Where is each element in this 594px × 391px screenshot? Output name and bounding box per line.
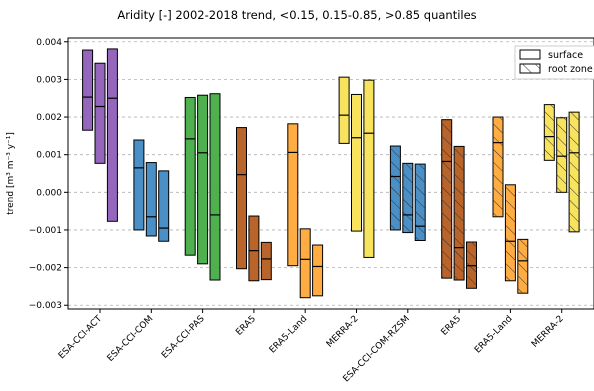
legend-label-root-zone: root zone	[548, 64, 593, 75]
x-tick-label: ESA-CCI-COM	[106, 314, 156, 364]
box	[312, 244, 324, 297]
box	[145, 162, 157, 237]
box	[197, 94, 209, 265]
box	[133, 139, 145, 231]
y-tick-label: 0.003	[36, 75, 62, 85]
box	[158, 170, 170, 242]
box	[209, 93, 221, 281]
box-layer	[82, 48, 580, 299]
y-tick-label: 0.000	[36, 188, 62, 198]
x-tick-label: ERA5-Land	[473, 314, 514, 355]
y-axis: −0.003 −0.002 −0.001 0.000 0.001 0.002 0.003 0.…	[29, 38, 68, 311]
legend-swatch-root-zone	[519, 63, 541, 74]
y-tick-label: −0.001	[29, 226, 62, 236]
box	[351, 93, 362, 232]
box-hatch	[517, 239, 528, 294]
x-tick-label: ESA-CCI-ACT	[57, 314, 105, 362]
chart-title: Aridity [-] 2002-2018 trend, <0.15, 0.15…	[117, 8, 477, 22]
y-tick-label: 0.002	[36, 113, 62, 123]
legend: surface root zone	[514, 45, 594, 80]
box-hatch	[569, 112, 580, 232]
x-tick-label: ERA5	[234, 314, 258, 338]
box	[338, 76, 350, 144]
y-tick-label: −0.003	[29, 301, 62, 311]
box-hatch	[390, 146, 401, 230]
x-tick-label: ERA5	[440, 314, 464, 338]
box-hatch	[441, 119, 452, 279]
box	[363, 79, 375, 258]
box	[184, 96, 196, 256]
y-axis-label: trend [m³ m⁻³ y⁻¹]	[6, 132, 16, 215]
x-tick-label: MERRA-2	[530, 314, 566, 350]
box	[287, 123, 299, 267]
y-tick-label: −0.002	[29, 264, 62, 274]
x-tick-label: ESA-CCI-PAS	[160, 314, 207, 361]
box	[236, 127, 247, 270]
box-hatch	[556, 117, 567, 193]
box	[260, 241, 272, 281]
box-hatch	[415, 164, 426, 241]
box	[94, 62, 106, 164]
legend-label-surface: surface	[548, 50, 583, 61]
x-tick-label: ERA5-Land	[268, 314, 309, 355]
box-hatch	[493, 117, 503, 217]
y-tick-label: 0.004	[36, 38, 62, 48]
box	[248, 215, 260, 282]
box	[82, 49, 94, 131]
box	[299, 228, 311, 299]
x-axis: ESA-CCI-ACT ESA-CCI-COM ESA-CCI-PAS ERA5 ERA…	[57, 309, 566, 384]
y-tick-label: 0.001	[36, 151, 62, 161]
box	[106, 48, 118, 222]
plot-frame	[67, 37, 594, 310]
legend-swatch-surface	[519, 49, 541, 60]
box-hatch	[454, 146, 465, 281]
box-hatch	[402, 163, 413, 233]
box-hatch	[505, 184, 516, 281]
box-hatch	[544, 104, 555, 161]
x-tick-label: MERRA-2	[325, 314, 361, 350]
